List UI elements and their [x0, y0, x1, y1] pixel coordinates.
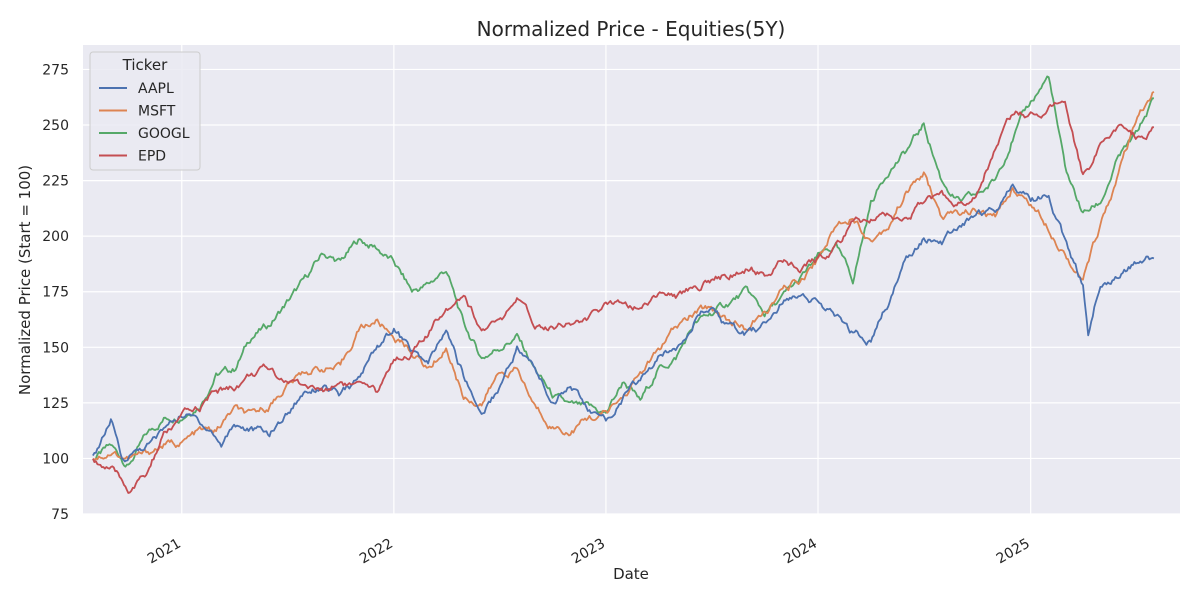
y-tick-label: 125 — [42, 396, 69, 412]
y-tick-label: 225 — [42, 174, 69, 190]
y-axis-label: Normalized Price (Start = 100) — [16, 165, 34, 395]
legend-label: AAPL — [138, 81, 174, 97]
y-tick-label: 275 — [42, 62, 69, 78]
legend-label: GOOGL — [138, 126, 190, 142]
legend-title: Ticker — [122, 56, 168, 74]
legend: Ticker AAPL MSFT GOOGL EPD — [90, 52, 200, 170]
y-tick-label: 200 — [42, 229, 69, 245]
y-tick-label: 175 — [42, 285, 69, 301]
y-tick-label: 75 — [51, 507, 69, 523]
chart-title: Normalized Price - Equities(5Y) — [477, 17, 786, 41]
legend-label: EPD — [138, 149, 166, 165]
y-axis: 75 100 125 150 175 200 225 250 275 — [42, 62, 69, 523]
y-tick-label: 250 — [42, 118, 69, 134]
y-tick-label: 100 — [42, 451, 69, 467]
y-tick-label: 150 — [42, 340, 69, 356]
x-axis-label: Date — [613, 565, 649, 583]
plot-area — [83, 45, 1180, 514]
legend-label: MSFT — [138, 104, 176, 120]
